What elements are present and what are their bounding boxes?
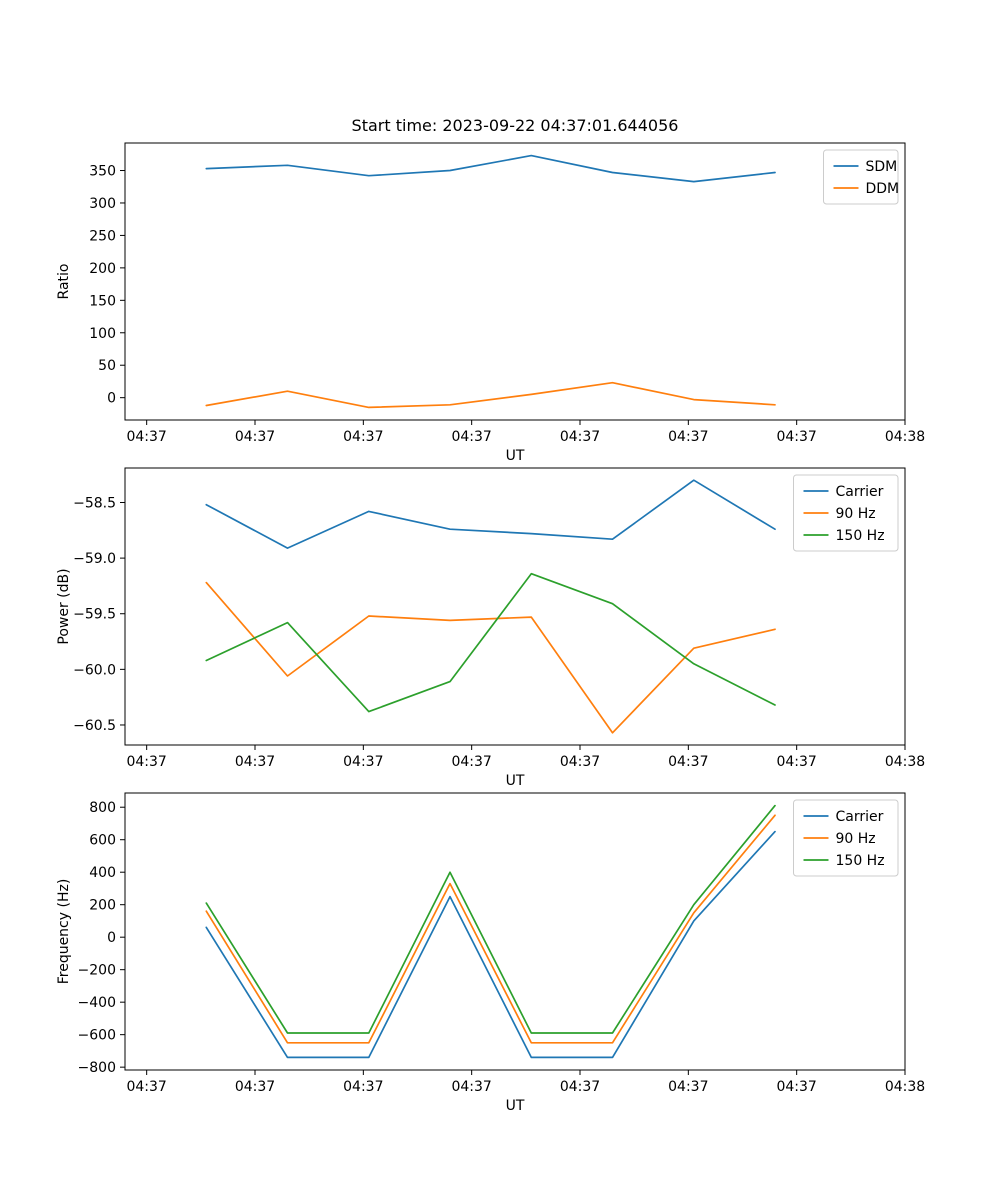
x-tick-label: 04:37: [235, 754, 275, 770]
x-tick-label: 04:37: [560, 754, 600, 770]
x-tick-label: 04:37: [126, 429, 166, 445]
y-tick-label: −58.5: [73, 495, 116, 511]
line-ddm: [205, 381, 776, 409]
legend-box: [823, 149, 899, 205]
legend: Carrier 90 Hz 150 Hz: [793, 474, 899, 552]
x-tick-label: 04:37: [776, 429, 816, 445]
x-axis-label: UT: [506, 773, 525, 789]
legend-label: 150 Hz: [836, 853, 885, 869]
y-tick-label: 100: [89, 326, 116, 342]
y-tick-label: −60.0: [73, 662, 116, 678]
legend-box: [793, 799, 899, 877]
legend-label: 90 Hz: [836, 506, 876, 522]
x-tick-label: 04:37: [668, 1079, 708, 1095]
line-150-hz: [205, 804, 776, 1034]
y-tick-label: 250: [89, 228, 116, 244]
line-carrier: [205, 830, 776, 1059]
subplot-2: 04:37 04:37 04:37 04:37 04:37 04:37 04:37 04:38…: [56, 467, 925, 789]
legend-label: 150 Hz: [836, 528, 885, 544]
x-tick-label: 04:38: [885, 1079, 925, 1095]
y-tick-label: 0: [107, 930, 116, 946]
axes-frame: [124, 142, 906, 421]
axes-frame: [124, 467, 906, 746]
y-tick-label: 350: [89, 164, 116, 180]
legend: Carrier 90 Hz 150 Hz: [793, 799, 899, 877]
x-tick-label: 04:37: [343, 754, 383, 770]
x-tick-label: 04:37: [776, 1079, 816, 1095]
x-tick-label: 04:37: [235, 429, 275, 445]
x-axis: 04:37 04:37 04:37 04:37 04:37 04:37 04:37 04:38: [126, 745, 925, 770]
line-90-hz: [205, 581, 776, 734]
y-axis-label: Power (dB): [56, 568, 72, 644]
x-tick-label: 04:37: [343, 429, 383, 445]
x-tick-label: 04:38: [885, 429, 925, 445]
x-tick-label: 04:37: [560, 429, 600, 445]
line-150-hz: [205, 572, 776, 713]
x-axis: 04:37 04:37 04:37 04:37 04:37 04:37 04:37 04:38: [126, 1070, 925, 1095]
legend-label: DDM: [866, 181, 900, 197]
x-tick-label: 04:37: [126, 754, 166, 770]
y-tick-label: 0: [107, 391, 116, 407]
x-tick-label: 04:37: [560, 1079, 600, 1095]
y-tick-label: −400: [78, 995, 116, 1011]
y-tick-label: −800: [78, 1060, 116, 1076]
x-axis-label: UT: [506, 1098, 525, 1114]
y-tick-label: 300: [89, 196, 116, 212]
y-tick-label: −59.5: [73, 607, 116, 623]
y-tick-label: −59.0: [73, 551, 116, 567]
x-tick-label: 04:37: [451, 429, 491, 445]
y-axis: −60.5 −60.0 −59.5 −59.0 −58.5: [73, 495, 125, 734]
x-tick-label: 04:37: [776, 754, 816, 770]
line-sdm: [205, 154, 776, 183]
y-tick-label: 50: [98, 358, 116, 374]
x-tick-label: 04:38: [885, 754, 925, 770]
legend-label: SDM: [866, 159, 898, 175]
x-tick-label: 04:37: [235, 1079, 275, 1095]
y-tick-label: 200: [89, 261, 116, 277]
y-tick-label: −60.5: [73, 718, 116, 734]
y-tick-label: 600: [89, 833, 116, 849]
y-tick-label: 400: [89, 865, 116, 881]
x-tick-label: 04:37: [343, 1079, 383, 1095]
y-tick-label: 800: [89, 800, 116, 816]
y-axis: 0 50 100 150 200 250 300 350: [89, 164, 125, 407]
y-tick-label: 150: [89, 293, 116, 309]
legend-label: Carrier: [836, 484, 884, 500]
subplot-3: 04:37 04:37 04:37 04:37 04:37 04:37 04:37 04:38…: [56, 792, 925, 1114]
axes-frame: [124, 792, 906, 1071]
subplot-1: Start time: 2023-09-22 04:37:01.644056 04…: [56, 116, 925, 464]
chart-title: Start time: 2023-09-22 04:37:01.644056: [352, 116, 679, 135]
legend-label: Carrier: [836, 809, 884, 825]
x-tick-label: 04:37: [451, 1079, 491, 1095]
y-tick-label: −200: [78, 963, 116, 979]
legend-box: [793, 474, 899, 552]
y-tick-label: −600: [78, 1028, 116, 1044]
y-axis-label: Frequency (Hz): [56, 879, 72, 985]
y-axis-label: Ratio: [56, 264, 72, 300]
y-axis: −800 −600 −400 −200 0 200 400 600 800: [78, 800, 125, 1076]
x-tick-label: 04:37: [451, 754, 491, 770]
legend-label: 90 Hz: [836, 831, 876, 847]
legend: SDM DDM: [823, 149, 900, 205]
y-tick-label: 200: [89, 898, 116, 914]
x-tick-label: 04:37: [126, 1079, 166, 1095]
line-carrier: [205, 479, 776, 549]
line-90-hz: [205, 814, 776, 1044]
x-axis: 04:37 04:37 04:37 04:37 04:37 04:37 04:37 04:38: [126, 420, 925, 445]
x-tick-label: 04:37: [668, 429, 708, 445]
x-tick-label: 04:37: [668, 754, 708, 770]
x-axis-label: UT: [506, 448, 525, 464]
